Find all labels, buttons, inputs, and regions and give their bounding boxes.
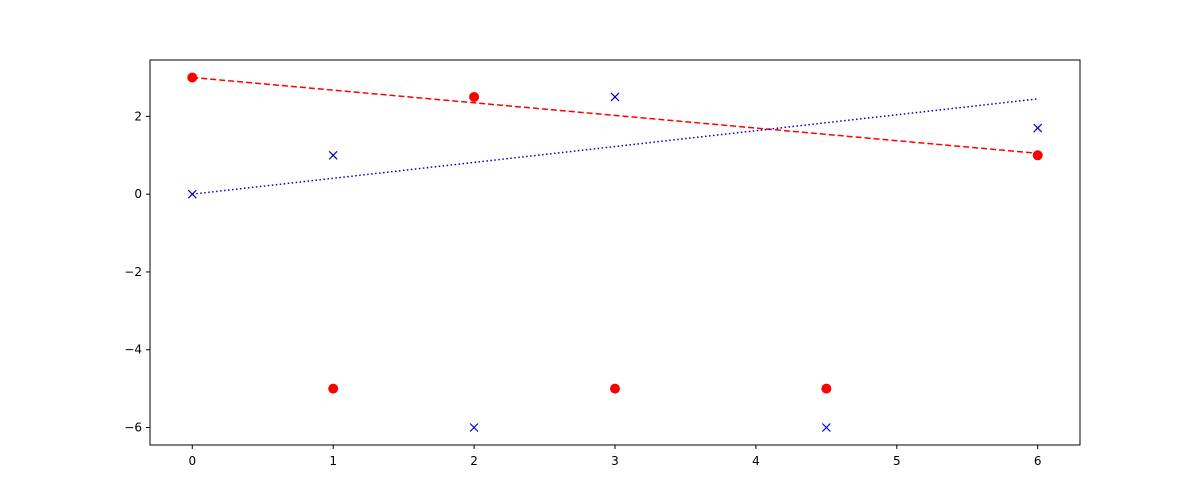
y-tick-label: −2 — [124, 265, 142, 279]
x-tick-label: 6 — [1034, 454, 1042, 468]
y-tick-label: −6 — [124, 421, 142, 435]
point-stroke — [610, 92, 620, 102]
x-tick-label: 5 — [893, 454, 901, 468]
point — [610, 92, 620, 102]
x-tick-label: 1 — [329, 454, 337, 468]
point — [469, 91, 480, 102]
x-tick-label: 4 — [752, 454, 760, 468]
x-tick-label: 2 — [470, 454, 478, 468]
x-tick-label: 3 — [611, 454, 619, 468]
point-stroke — [1033, 123, 1043, 133]
point — [469, 423, 479, 432]
y-tick-label: −4 — [124, 343, 142, 357]
y-tick-label: 0 — [134, 187, 142, 201]
point-stroke — [469, 423, 479, 432]
point — [1032, 150, 1043, 161]
x-tick-label: 0 — [188, 454, 196, 468]
point — [1033, 123, 1043, 133]
point-stroke — [328, 150, 338, 160]
point — [821, 383, 832, 394]
trend-line — [192, 98, 1038, 195]
y-tick-label: 2 — [134, 109, 142, 123]
point — [328, 383, 339, 394]
trend-line — [192, 76, 1038, 155]
point — [610, 383, 620, 394]
point — [328, 150, 338, 160]
point-stroke — [821, 423, 831, 432]
point — [821, 423, 831, 432]
